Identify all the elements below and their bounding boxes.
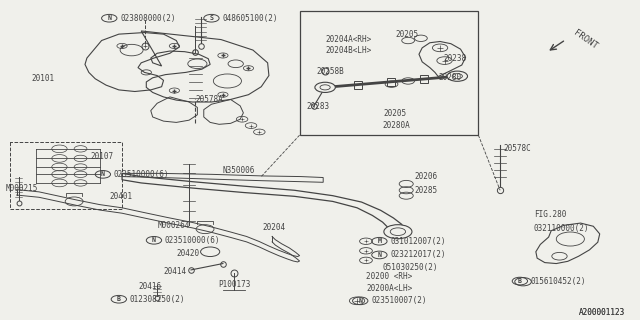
Text: N350006: N350006 [223,166,255,175]
Bar [300,11,478,135]
Text: B: B [117,296,121,302]
Text: 20101: 20101 [31,74,54,83]
Text: 20258B: 20258B [317,67,344,76]
Text: B: B [518,278,522,284]
Text: A200001123: A200001123 [579,308,625,317]
Text: 20204B<LH>: 20204B<LH> [325,45,371,55]
Text: N: N [101,171,105,177]
Text: 023212017(2): 023212017(2) [390,251,445,260]
Text: S: S [209,15,213,21]
Text: 20416: 20416 [138,282,161,291]
Text: 20414: 20414 [164,267,187,276]
Text: FRONT: FRONT [572,28,600,51]
Text: M000264: M000264 [157,221,189,230]
Text: N: N [378,252,381,258]
Text: 20578A: 20578A [195,95,223,104]
Text: A200001123: A200001123 [579,308,625,317]
Text: P100173: P100173 [218,280,250,289]
Circle shape [447,71,467,81]
Text: 023510000(6): 023510000(6) [165,236,220,245]
Text: 20420: 20420 [176,250,200,259]
Text: 023808000(2): 023808000(2) [120,14,175,23]
Text: 015610452(2): 015610452(2) [531,276,586,285]
Text: M: M [378,238,381,244]
Text: 20283: 20283 [306,102,329,111]
Text: N: N [358,298,362,304]
Text: 023510007(2): 023510007(2) [371,296,427,305]
Text: 032110000(2): 032110000(2) [534,224,589,233]
Text: 20578C: 20578C [504,144,532,153]
Text: N: N [108,15,111,21]
Text: 051030250(2): 051030250(2) [383,263,438,272]
Circle shape [315,82,335,92]
Circle shape [384,225,412,239]
Text: M000215: M000215 [6,184,38,193]
Text: 20107: 20107 [90,152,113,161]
Text: 048605100(2): 048605100(2) [222,14,278,23]
Text: 20401: 20401 [109,192,132,201]
Text: 20204: 20204 [262,223,285,232]
Text: 20204A<RH>: 20204A<RH> [325,35,371,44]
Text: 023510000(6): 023510000(6) [114,170,169,179]
Text: 20200A<LH>: 20200A<LH> [366,284,412,292]
Text: 20285: 20285 [415,186,438,195]
Text: 20280: 20280 [438,73,461,82]
Text: 20238: 20238 [444,54,467,63]
Text: FIG.280: FIG.280 [534,210,566,219]
Text: 20205: 20205 [396,30,419,39]
Text: 031012007(2): 031012007(2) [390,237,445,246]
Text: 20206: 20206 [415,172,438,181]
Text: 20205: 20205 [384,109,407,118]
Text: 012308250(2): 012308250(2) [130,295,185,304]
Text: 20280A: 20280A [383,121,410,130]
Text: 20200 <RH>: 20200 <RH> [366,272,412,281]
Text: N: N [152,237,156,243]
